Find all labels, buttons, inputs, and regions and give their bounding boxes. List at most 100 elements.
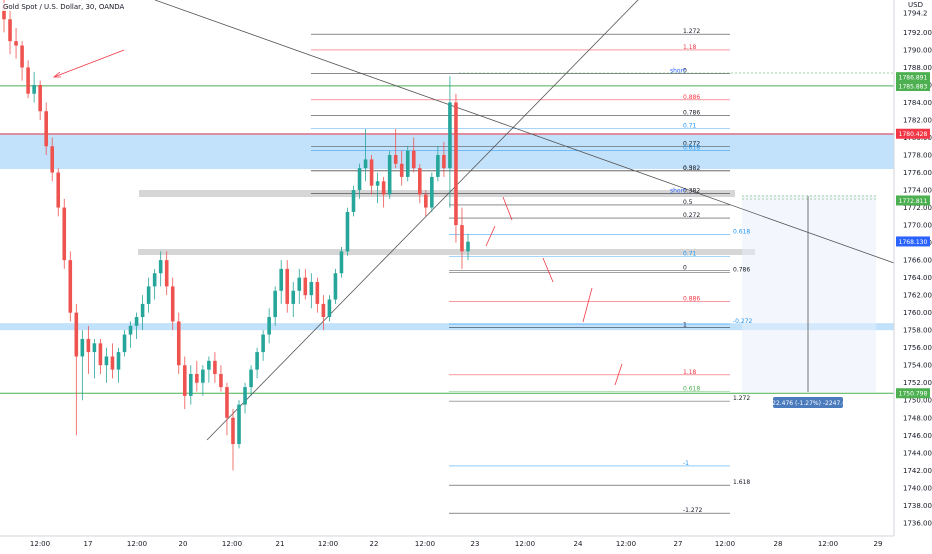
price-tick-label: 1742.000 [903, 467, 932, 475]
candle-body [164, 260, 169, 287]
red-arrow [502, 196, 513, 221]
time-tick-label: 23 [471, 540, 480, 548]
price-tick-label: 1744.000 [903, 449, 932, 457]
candle-body [86, 338, 91, 353]
candle-body [189, 373, 193, 396]
fib-level-label: 0 [683, 68, 687, 75]
candle-body [213, 360, 217, 374]
candle-body [363, 159, 368, 169]
candle-body [460, 225, 464, 252]
candle-body [351, 190, 356, 212]
price-tick-label: 1790.000 [903, 46, 932, 54]
fib-level-label: 1.272 [733, 395, 750, 402]
fib-level-label: -0.272 [733, 318, 753, 325]
price-tick-label: 1748.000 [903, 414, 932, 422]
price-tag-label: 1785.883 [899, 84, 928, 91]
candle-body [219, 373, 223, 388]
short-annotation: short [670, 188, 686, 195]
candle-body [411, 150, 416, 169]
price-tick-label: 1736.000 [903, 519, 932, 527]
time-tick-label: 28 [774, 540, 783, 548]
price-tick-label: 1750.000 [903, 397, 932, 405]
candle-body [20, 45, 24, 68]
candle-body [375, 181, 380, 186]
fib-level-label: 0.786 [733, 266, 750, 273]
candle-body [158, 260, 163, 274]
price-tick-label: 1772.000 [903, 204, 932, 212]
price-tick-label: 1740.000 [903, 484, 932, 492]
fib-level-label: -1.272 [683, 507, 703, 514]
candle-body [146, 286, 151, 304]
candle-body [393, 155, 398, 164]
candle-body [201, 369, 205, 383]
candle-body [369, 159, 374, 186]
fib-level-label: 0.618 [683, 145, 700, 152]
candle-body [466, 241, 470, 252]
fib-level-label: 0.272 [683, 212, 700, 219]
price-tick-label: 1792.000 [903, 29, 932, 37]
fib-labels-layer: 1.2721.1800.8860.7860.710.2720.6180.50.3… [670, 28, 753, 514]
price-tag-bg [896, 388, 930, 399]
price-tick-label: 1754.000 [903, 362, 932, 370]
candle-body [195, 373, 199, 383]
time-tick-label: 12:00 [818, 540, 838, 548]
fib-lines-layer [311, 33, 730, 514]
blue-zone-top [0, 133, 894, 170]
candle-body [424, 194, 428, 208]
candle-body [417, 168, 422, 195]
candle-body [110, 356, 115, 370]
candle-body [243, 387, 247, 405]
blue-zone-bottom [0, 323, 894, 331]
candle-body [399, 163, 404, 177]
candle-body [430, 176, 434, 208]
price-tick-label: 1764.000 [903, 274, 932, 282]
price-tag-bg [896, 236, 930, 247]
price-tag-label: 1768.130 [899, 239, 928, 246]
price-tag-bg [896, 195, 930, 206]
candle-body [321, 303, 326, 318]
price-tick-label: 1752.000 [903, 379, 932, 387]
fib-level-label: 1.272 [683, 28, 700, 35]
time-tick-label: 12:00 [515, 540, 535, 548]
candle-body [267, 317, 271, 335]
price-tick-label: 1770.000 [903, 222, 932, 230]
candle-body [62, 207, 67, 261]
fib-level-label: 0.71 [683, 123, 697, 130]
red-arrow [542, 257, 554, 283]
time-tick-label: 12:00 [127, 540, 147, 548]
candle-body [297, 277, 302, 291]
price-tick-label: 1746.000 [903, 432, 932, 440]
candle-body [303, 277, 308, 296]
price-tick-label: 1756.000 [903, 344, 932, 352]
candle-body [128, 325, 133, 335]
candle-body [333, 273, 338, 300]
fib-level-label: 0.618 [683, 385, 700, 392]
candle-body [309, 282, 314, 296]
fib-level-label: 0.5 [683, 199, 693, 206]
fib-level-label: 0.886 [683, 94, 700, 101]
price-tick-label: 1776.000 [903, 169, 932, 177]
candle-body [255, 352, 259, 370]
candle-body [285, 268, 290, 304]
candle-body [387, 155, 392, 195]
fib-level-label: 0.272 [683, 140, 700, 147]
horizontal-lines-layer [0, 85, 894, 394]
price-tick-label: 1738.000 [903, 502, 932, 510]
candle-body [357, 168, 362, 191]
price-tick-label: 1784.000 [903, 99, 932, 107]
price-tick-label: 1766.000 [903, 257, 932, 265]
measure-tooltip-text: -22.476 (-1.27%) -2247.6 [770, 400, 846, 407]
candle-body [140, 303, 145, 318]
short-annotation: short [670, 68, 686, 75]
time-tick-label: 12:00 [318, 540, 338, 548]
candle-body [225, 387, 229, 418]
price-tick-label: 1762.000 [903, 292, 932, 300]
red-arrow [582, 287, 593, 323]
candle-body [448, 102, 452, 169]
time-tick-label: 29 [874, 540, 883, 548]
fib-level-label: 0.886 [683, 295, 700, 302]
candle-body [315, 282, 320, 304]
